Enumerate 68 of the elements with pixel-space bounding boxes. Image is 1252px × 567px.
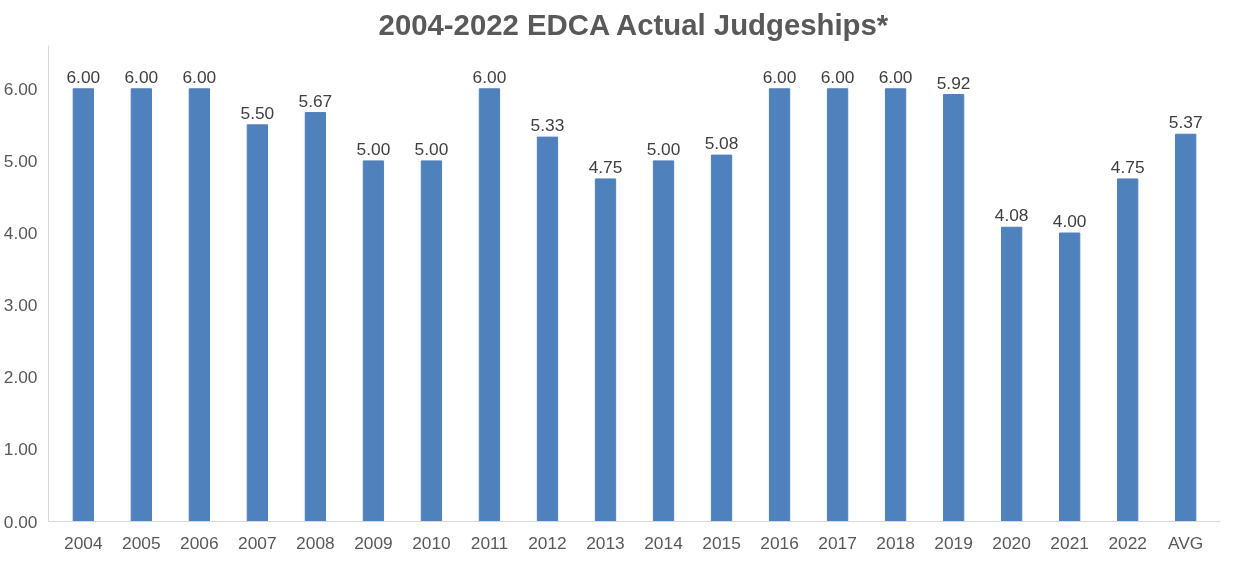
data-label: 5.00 (646, 138, 681, 159)
data-label: 6.00 (182, 66, 217, 87)
x-tick-label: 2013 (586, 532, 625, 553)
bar (768, 88, 791, 522)
y-tick-label: 4.00 (3, 223, 38, 244)
x-tick-label: 2009 (354, 532, 393, 553)
bar (362, 160, 385, 522)
x-tick-label: 2020 (992, 532, 1031, 553)
chart-title: 2004-2022 EDCA Actual Judgeships* (378, 7, 889, 41)
data-label: 4.75 (1110, 156, 1145, 177)
data-label: 5.00 (356, 138, 391, 159)
bar (478, 88, 501, 522)
x-tick-label: 2017 (818, 532, 857, 553)
x-tick-label: 2010 (412, 532, 451, 553)
data-label: 5.37 (1168, 112, 1203, 133)
x-tick-label: 2008 (296, 532, 335, 553)
data-label: 6.00 (66, 66, 101, 87)
bar (1117, 178, 1139, 522)
x-tick-label: 2016 (760, 532, 799, 553)
data-label: 4.00 (1052, 211, 1087, 232)
data-label: 6.00 (878, 66, 913, 87)
x-tick-label: 2021 (1050, 532, 1089, 553)
x-tick-label: 2019 (934, 532, 973, 553)
x-tick-label: 2014 (644, 532, 684, 553)
bar (188, 88, 210, 522)
bar (652, 160, 675, 522)
y-tick-label: 2.00 (3, 367, 38, 388)
bar (884, 88, 907, 522)
data-label: 6.00 (124, 66, 159, 87)
data-label: 5.67 (298, 90, 333, 111)
x-tick-label: 2006 (180, 532, 219, 553)
y-tick-label: 1.00 (3, 439, 38, 460)
x-tick-label: 2018 (876, 532, 915, 553)
data-label: 5.00 (414, 138, 449, 159)
y-tick-label: 6.00 (3, 78, 38, 99)
x-tick-label: 2007 (238, 532, 277, 553)
bar (594, 178, 617, 522)
x-tick-label: AVG (1168, 532, 1204, 553)
x-tick-label: 2004 (64, 532, 103, 553)
bar (304, 112, 327, 522)
bar (826, 88, 849, 522)
data-label: 5.92 (936, 72, 971, 93)
x-tick-label: 2012 (528, 532, 567, 553)
data-label: 6.00 (820, 66, 855, 87)
bar (72, 88, 94, 522)
data-label: 5.50 (240, 102, 275, 123)
data-label: 4.08 (994, 205, 1029, 226)
bar (710, 154, 733, 522)
bar (536, 136, 559, 522)
y-tick-label: 3.00 (3, 295, 38, 316)
bar (1059, 232, 1081, 522)
x-tick-label: 2015 (702, 532, 741, 553)
bar (942, 94, 965, 522)
bar (1000, 226, 1023, 522)
bar (246, 124, 269, 522)
bar (130, 88, 152, 522)
x-tick-label: 2011 (470, 532, 509, 553)
bar (1175, 133, 1197, 522)
data-label: 6.00 (472, 66, 507, 87)
data-label: 6.00 (762, 66, 797, 87)
data-label: 5.08 (704, 133, 739, 154)
bar (420, 160, 443, 522)
x-tick-label: 2022 (1108, 532, 1147, 553)
data-label: 5.33 (530, 115, 565, 136)
x-tick-label: 2005 (122, 532, 161, 553)
data-label: 4.75 (588, 156, 623, 177)
y-tick-label: 5.00 (3, 150, 38, 171)
y-tick-label: 0.00 (3, 511, 38, 532)
